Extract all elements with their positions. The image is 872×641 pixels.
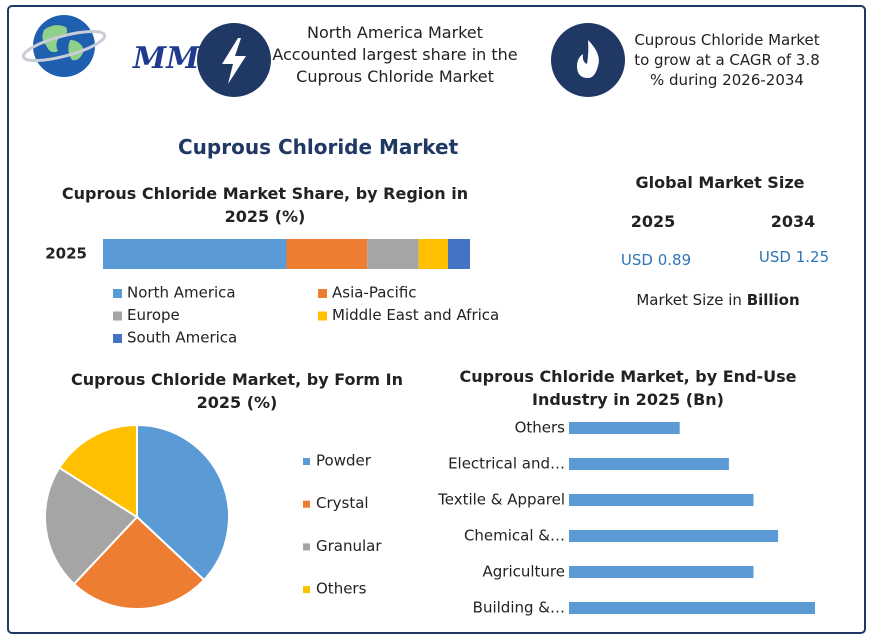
pie-slice [72,515,206,610]
highlight-text: North America Market Accounted largest s… [272,23,518,86]
size-note: Market Size in Billion [618,291,818,309]
bar [569,494,754,506]
legend-label: Crystal [316,494,369,512]
legend-swatch [303,586,310,594]
size-value: USD 0.89 [620,251,692,269]
legend-swatch [113,334,122,343]
bar [569,458,729,470]
flame-icon [551,23,625,97]
pie-slice [136,423,230,582]
legend-label: North America [127,284,236,302]
y-tick-label: Agriculture [483,563,566,581]
legend-swatch [318,311,327,321]
logo-globe [21,15,107,77]
y-tick-label: Electrical and… [448,455,565,473]
pie-slice [44,466,139,586]
size-value: USD 1.25 [758,248,830,266]
bar [569,602,815,614]
legend-swatch [113,289,122,298]
y-tick-label: Chemical &… [464,527,565,545]
legend-label: Granular [316,537,382,555]
bar-segment [286,239,368,269]
frame [7,5,866,634]
y-tick-label: Others [515,419,566,437]
chart-title: Cuprous Chloride Market, by End-Use Indu… [459,367,797,409]
legend-swatch [318,289,327,298]
y-tick-label: Textile & Apparel [437,491,565,509]
chart-title: Cuprous Chloride Market Share, by Region… [61,184,469,226]
bolt-icon [197,23,271,97]
main-title: Cuprous Chloride Market [178,135,459,159]
bar [569,530,779,542]
legend-label: Europe [127,306,180,324]
size-year: 2034 [770,212,816,231]
bar [569,422,680,434]
legend-label: Asia-Pacific [332,284,417,302]
size-note-prefix: Market Size in [636,291,742,309]
bar-segment [103,239,287,269]
highlight-text: Cuprous Chloride Market to grow at a CAG… [634,31,820,89]
bar-segment [367,239,419,269]
bar-segment [447,239,470,269]
chart-title: Cuprous Chloride Market, by Form In 2025… [71,370,403,412]
bar-segment [418,239,448,269]
legend-label: Middle East and Africa [332,306,499,324]
legend-label: Others [316,580,367,598]
pie-slice [57,423,138,519]
legend-swatch [303,500,310,508]
size-year: 2025 [630,212,676,231]
y-tick-label: 2025 [45,245,87,263]
size-note-unit: Billion [746,291,800,309]
y-tick-label: Building &… [473,599,565,617]
size-title: Global Market Size [635,173,805,192]
legend-swatch [303,543,310,551]
legend-label: South America [127,329,237,347]
bar [569,566,754,578]
legend-swatch [303,458,310,465]
legend-swatch [113,311,122,321]
legend-label: Powder [316,452,372,470]
